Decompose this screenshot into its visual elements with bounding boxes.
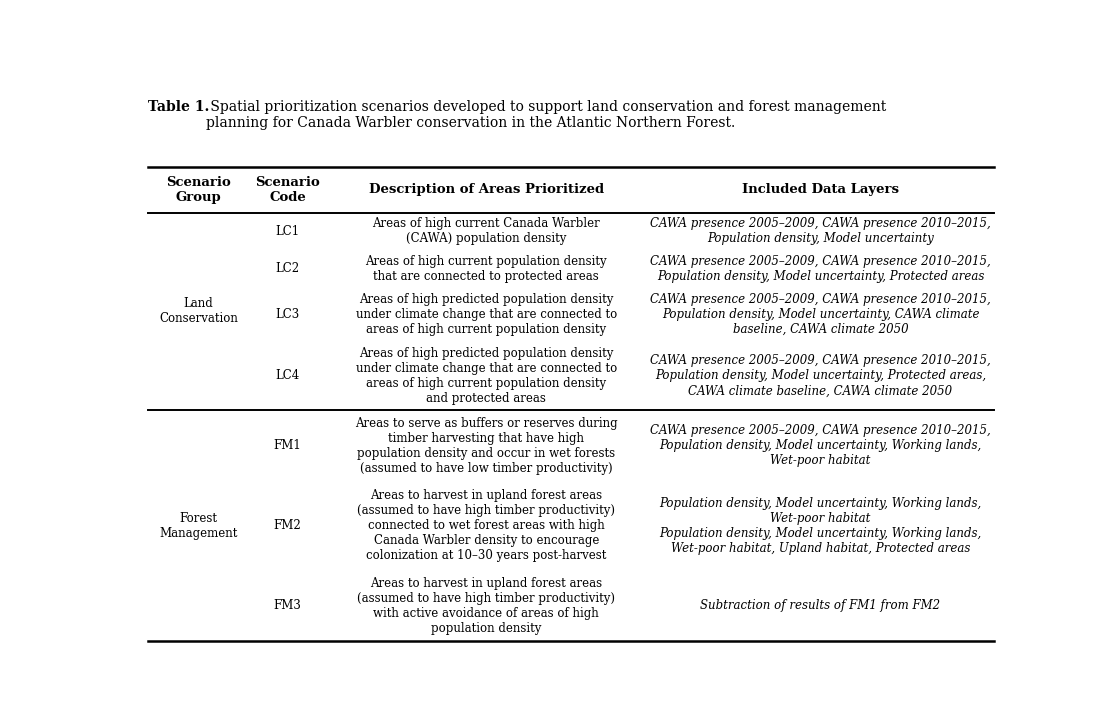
Text: Areas of high predicted population density
under climate change that are connect: Areas of high predicted population densi… [355, 347, 617, 405]
Text: Areas to harvest in upland forest areas
(assumed to have high timber productivit: Areas to harvest in upland forest areas … [358, 577, 615, 635]
Text: Areas of high current Canada Warbler
(CAWA) population density: Areas of high current Canada Warbler (CA… [372, 217, 600, 245]
Text: Population density, Model uncertainty, Working lands,
Wet-poor habitat
Populatio: Population density, Model uncertainty, W… [659, 497, 981, 555]
Text: CAWA presence 2005–2009, CAWA presence 2010–2015,
Population density, Model unce: CAWA presence 2005–2009, CAWA presence 2… [651, 254, 990, 283]
Text: CAWA presence 2005–2009, CAWA presence 2010–2015,
Population density, Model unce: CAWA presence 2005–2009, CAWA presence 2… [651, 355, 990, 398]
Text: CAWA presence 2005–2009, CAWA presence 2010–2015,
Population density, Model unce: CAWA presence 2005–2009, CAWA presence 2… [651, 293, 990, 336]
Text: LC1: LC1 [275, 225, 300, 238]
Text: Included Data Layers: Included Data Layers [742, 183, 899, 196]
Text: Scenario
Code: Scenario Code [255, 176, 320, 204]
Text: Areas of high current population density
that are connected to protected areas: Areas of high current population density… [365, 254, 607, 283]
Text: CAWA presence 2005–2009, CAWA presence 2010–2015,
Population density, Model unce: CAWA presence 2005–2009, CAWA presence 2… [651, 217, 990, 245]
Text: FM1: FM1 [274, 439, 302, 452]
Text: Description of Areas Prioritized: Description of Areas Prioritized [369, 183, 604, 196]
Text: Land
Conservation: Land Conservation [159, 297, 238, 325]
Text: Areas to harvest in upland forest areas
(assumed to have high timber productivit: Areas to harvest in upland forest areas … [358, 489, 615, 562]
Text: LC4: LC4 [275, 369, 300, 382]
Text: Scenario
Group: Scenario Group [166, 176, 231, 204]
Text: FM3: FM3 [274, 599, 302, 612]
Text: Subtraction of results of FM1 from FM2: Subtraction of results of FM1 from FM2 [701, 599, 940, 612]
Text: Areas to serve as buffers or reserves during
timber harvesting that have high
po: Areas to serve as buffers or reserves du… [355, 417, 617, 475]
Text: Forest
Management: Forest Management [159, 512, 237, 539]
Text: Areas of high predicted population density
under climate change that are connect: Areas of high predicted population densi… [355, 293, 617, 336]
Text: LC2: LC2 [275, 262, 300, 276]
Text: LC3: LC3 [275, 308, 300, 321]
Text: Spatial prioritization scenarios developed to support land conservation and fore: Spatial prioritization scenarios develop… [206, 100, 886, 129]
Text: FM2: FM2 [274, 519, 302, 532]
Text: CAWA presence 2005–2009, CAWA presence 2010–2015,
Population density, Model unce: CAWA presence 2005–2009, CAWA presence 2… [651, 425, 990, 467]
Text: Table 1.: Table 1. [148, 100, 209, 113]
